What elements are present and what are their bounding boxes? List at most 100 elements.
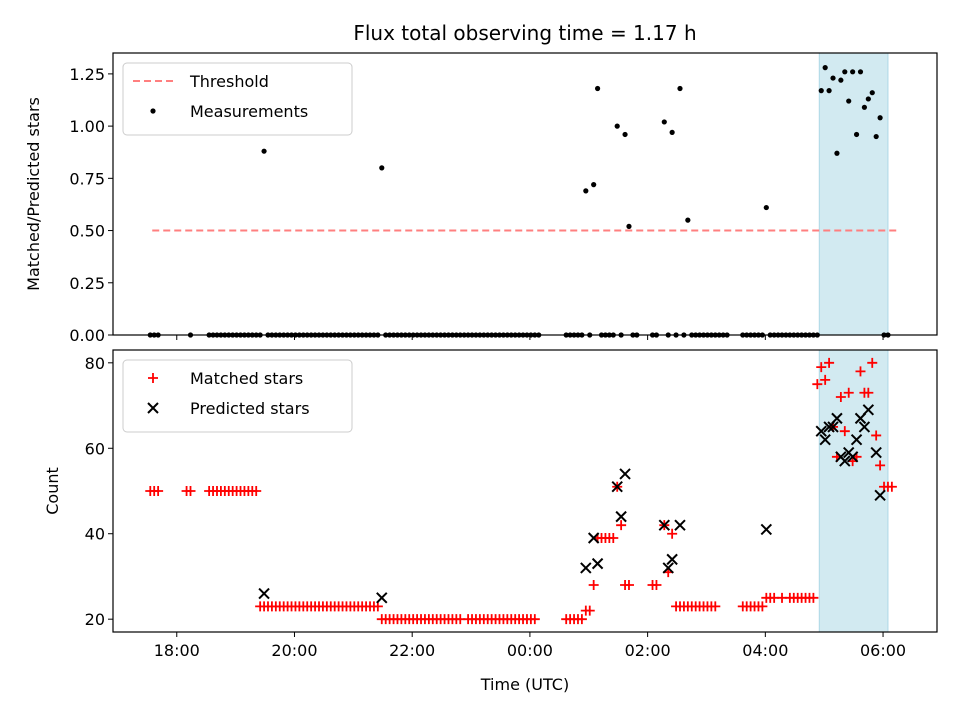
predicted-stars-point (874, 489, 886, 501)
matched-stars-point (185, 486, 196, 496)
measurements-point (877, 115, 883, 121)
measurements-point (626, 223, 632, 229)
predicted-stars-point (611, 481, 623, 493)
measurements-point (261, 148, 267, 154)
matched-stars-point (824, 357, 835, 368)
measurements-point (842, 69, 848, 75)
legend-label: Measurements (190, 102, 308, 121)
measurements-point (622, 131, 628, 138)
predicted-stars-point (376, 592, 388, 604)
matched-stars-point (867, 357, 878, 368)
legend-box (122, 62, 353, 136)
measurements-point (763, 204, 769, 211)
matched-stars-point (855, 366, 866, 377)
y-tick-label: 80 (85, 354, 105, 373)
y-tick-label: 0.75 (69, 169, 105, 188)
predicted-stars-point (674, 519, 686, 531)
legend-measurements-swatch (150, 108, 156, 114)
x-tick-label: 00:00 (507, 641, 553, 660)
measurements-point (869, 90, 875, 96)
measurements-point (838, 77, 844, 83)
matched-stars-point (839, 426, 850, 437)
measurements-point (614, 123, 620, 129)
measurements-point (850, 69, 856, 75)
y-tick-label: 60 (85, 439, 105, 458)
matched-stars-point (843, 387, 854, 398)
predicted-stars-point (862, 404, 875, 416)
predicted-stars-point (839, 455, 851, 467)
predicted-stars-point (819, 434, 831, 446)
matched-stars-point (816, 362, 827, 373)
measurements-point (861, 104, 868, 110)
predicted-stars-point (870, 446, 882, 459)
predicted-stars-point (662, 562, 674, 574)
bottom-panel: 20 40 60 80 18:00 20:00 22:00 00:00 02:00 04:00 06… (43, 349, 938, 694)
x-tick-label: 04:00 (742, 641, 788, 660)
predicted-stars-point (831, 412, 843, 425)
predicted-stars-point (850, 434, 863, 446)
highlight-band (818, 52, 889, 336)
predicted-stars-point (580, 562, 592, 574)
matched-stars-point (651, 580, 662, 590)
predicted-stars-point (666, 553, 678, 566)
matched-stars-point (863, 387, 874, 398)
measurements-point (685, 217, 691, 223)
predicted-stars-point (827, 421, 839, 433)
legend-predicted-swatch (147, 402, 159, 414)
matched-stars-point (808, 592, 819, 603)
measurements-point (379, 165, 385, 171)
legend-label: Predicted stars (190, 399, 310, 418)
matched-stars-point (835, 392, 846, 402)
matched-stars-point (757, 601, 768, 612)
x-tick-label: 22:00 (389, 641, 435, 660)
y-tick-label: 1.25 (69, 65, 105, 84)
measurements-point (818, 88, 824, 94)
predicted-stars-point (846, 451, 859, 463)
matched-stars-point (812, 379, 823, 390)
matched-stars-point (576, 614, 587, 625)
matched-stars-point (875, 460, 886, 471)
matched-stars-point (820, 374, 831, 385)
predicted-stars-point (591, 557, 604, 570)
y-tick-label: 0.50 (69, 222, 105, 241)
measurements-point (822, 65, 828, 71)
predicted-stars-point (858, 421, 871, 433)
predicted-stars-point (658, 519, 671, 531)
matched-stars-point (616, 520, 627, 531)
legend-label: Threshold (189, 72, 269, 91)
measurements-point (594, 85, 601, 92)
measurements-point (583, 188, 589, 194)
measurements-point (846, 98, 852, 104)
measurements-point (830, 75, 836, 81)
y-tick-label: 1.00 (69, 117, 105, 136)
y-tick-label: 20 (85, 610, 105, 629)
predicted-stars-point (815, 425, 827, 437)
x-tick-label: 20:00 (271, 641, 317, 660)
matched-stars-point (588, 580, 599, 590)
x-tick-label: 02:00 (625, 641, 671, 660)
measurements-point (857, 69, 864, 75)
legend-matched-swatch (148, 373, 158, 383)
x-axis-title: Time (UTC) (480, 675, 569, 694)
matched-stars-point (710, 601, 721, 612)
matched-stars-point (529, 614, 540, 625)
measurements-point (865, 96, 871, 102)
measurements-point (853, 131, 860, 138)
matched-stars-point (584, 605, 595, 616)
measurements-point (826, 88, 832, 94)
measurements-point (591, 182, 597, 188)
predicted-stars-point (258, 587, 270, 600)
legend-label: Matched stars (190, 369, 303, 388)
measurements-point (873, 133, 879, 140)
matched-stars-point (667, 528, 678, 539)
y-tick-label: 40 (85, 525, 105, 544)
axes-frame (112, 52, 938, 336)
x-tick-label: 18:00 (154, 641, 200, 660)
matched-stars-point (886, 481, 897, 492)
matched-stars-point (871, 430, 882, 441)
legend-box (122, 359, 353, 433)
chart-title: Flux total observing time = 1.17 h (353, 21, 696, 45)
matched-stars-point (608, 533, 619, 543)
matched-stars-point (153, 486, 164, 496)
